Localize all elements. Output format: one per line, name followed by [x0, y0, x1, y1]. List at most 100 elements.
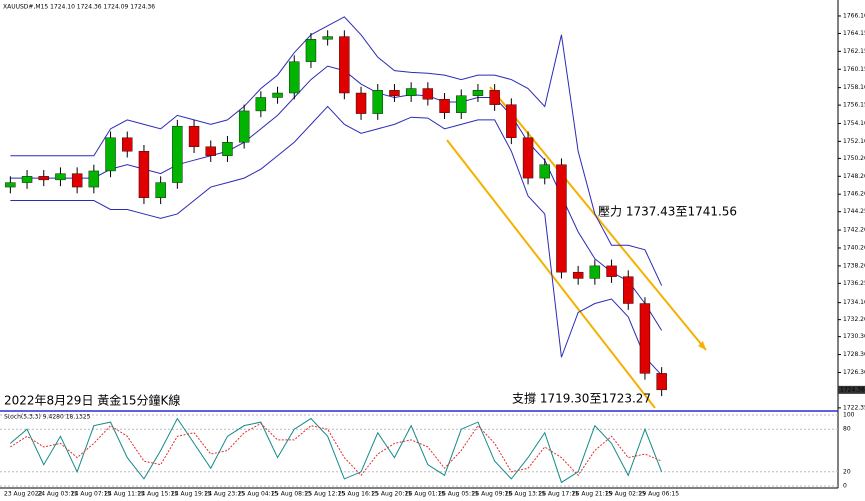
- x-tick-label: 24 Aug 07:15: [71, 491, 112, 498]
- y-tick-label: 1762.15: [843, 48, 865, 55]
- x-tick-label: 24 Aug 23:15: [204, 491, 245, 498]
- stoch-line: [10, 422, 662, 477]
- y-tick-label: 1736.25: [843, 280, 865, 287]
- candle-body: [38, 176, 49, 181]
- candle-body: [372, 90, 383, 114]
- candle-body: [489, 90, 500, 105]
- candle-body: [21, 176, 33, 183]
- x-tick-label: 26 Aug 05:15: [438, 491, 479, 498]
- y-tick-label: 1744.25: [843, 208, 865, 215]
- candle-body: [205, 146, 216, 156]
- y-tick-label: 1726.30: [843, 369, 865, 376]
- candle-body: [138, 151, 150, 199]
- candle-body: [589, 265, 601, 279]
- y-tick-label: 1732.20: [843, 316, 865, 323]
- stoch-line: [10, 417, 663, 484]
- candle-body: [623, 276, 634, 304]
- candle-body: [188, 125, 200, 147]
- candle-body: [305, 39, 317, 62]
- x-tick-label: 25 Aug 08:15: [271, 491, 312, 498]
- candle-body: [656, 373, 667, 391]
- price-box: [838, 385, 865, 394]
- band-line: [10, 16, 663, 286]
- candle-body: [55, 173, 66, 181]
- x-tick-label: 25 Aug 04:15: [238, 491, 279, 498]
- candle-body: [88, 170, 100, 188]
- x-tick-label: 29 Aug 02:15: [605, 491, 646, 498]
- candle-body: [405, 88, 417, 96]
- x-tick-label: 26 Aug 17:15: [538, 491, 579, 498]
- candle-body: [339, 36, 350, 94]
- candle-body: [556, 164, 567, 273]
- channel-arrow: [698, 341, 706, 350]
- candle-body: [322, 36, 333, 40]
- x-tick-label: 26 Aug 21:15: [572, 491, 613, 498]
- y-tick-label: 1738.20: [843, 262, 865, 269]
- x-tick-label: 24 Aug 03:15: [37, 491, 78, 498]
- y-tick-label: 1764.15: [843, 30, 865, 37]
- channel-upper: [489, 86, 707, 351]
- candle-body: [472, 90, 484, 96]
- y-tick-label: 1730.30: [843, 333, 865, 340]
- x-tick-label: 29 Aug 06:15: [639, 491, 680, 498]
- candle-body: [389, 90, 400, 96]
- x-tick-label: 26 Aug 09:15: [472, 491, 513, 498]
- candle-body: [255, 97, 267, 112]
- candle-body: [155, 182, 166, 199]
- indicator-title: Stoch(5,3,3) 9.4280 18.1325: [4, 414, 91, 421]
- candle-body: [122, 137, 133, 152]
- price-box-label: 1724.36: [840, 386, 865, 393]
- y-tick-label: 20: [843, 468, 851, 475]
- candle-body: [572, 271, 584, 279]
- x-tick-label: 24 Aug 11:15: [104, 491, 145, 498]
- y-tick-label: 1722.35: [843, 404, 865, 411]
- candle-body: [456, 95, 467, 113]
- candle-body: [422, 88, 434, 100]
- candle-body: [172, 125, 183, 183]
- y-tick-label: 1756.15: [843, 102, 865, 109]
- candle-body: [105, 137, 116, 172]
- candle-body: [506, 104, 517, 138]
- candle-body: [539, 164, 550, 179]
- candle-body: [222, 142, 233, 156]
- candle-body: [238, 110, 250, 143]
- x-tick-label: 26 Aug 01:15: [405, 491, 446, 498]
- x-tick-label: 25 Aug 12:15: [305, 491, 346, 498]
- candle-body: [439, 99, 450, 113]
- x-tick-label: 23 Aug 2022: [4, 491, 43, 498]
- y-tick-label: 1734.10: [843, 299, 865, 306]
- resistance-note: 壓力 1737.43至1741.56: [598, 205, 737, 219]
- x-tick-label: 24 Aug 19:15: [171, 491, 212, 498]
- y-tick-label: 80: [843, 426, 851, 433]
- y-tick-label: 1760.15: [843, 66, 865, 73]
- y-tick-label: 1750.20: [843, 155, 865, 162]
- chart-caption: 2022年8月29日 黃金15分鐘K線: [4, 393, 180, 408]
- candle-body: [5, 182, 16, 188]
- candle-body: [639, 303, 651, 374]
- x-tick-label: 26 Aug 13:15: [505, 491, 546, 498]
- y-tick-label: 1746.20: [843, 191, 865, 198]
- candle-body: [355, 92, 367, 114]
- y-tick-label: 1742.20: [843, 227, 865, 234]
- y-tick-label: 1728.30: [843, 351, 865, 358]
- y-tick-label: 1758.10: [843, 84, 865, 91]
- y-tick-label: 100: [843, 412, 855, 419]
- x-tick-label: 25 Aug 16:15: [338, 491, 379, 498]
- y-tick-label: 1754.10: [843, 120, 865, 127]
- x-tick-label: 25 Aug 20:15: [371, 491, 412, 498]
- y-tick-label: 1766.10: [843, 12, 865, 19]
- x-tick-label: 24 Aug 15:15: [138, 491, 179, 498]
- y-tick-label: 0: [843, 483, 847, 490]
- band-line: [10, 65, 663, 331]
- candle-body: [289, 61, 300, 94]
- candle-body: [71, 173, 83, 188]
- y-tick-label: 1752.10: [843, 138, 865, 145]
- support-note: 支撐 1719.30至1723.27: [512, 392, 651, 406]
- symbol-header: XAUUSD#,M15 1724.10 1724.36 1724.09 1724…: [3, 4, 155, 11]
- candle-body: [272, 92, 283, 98]
- y-tick-label: 1740.20: [843, 244, 865, 251]
- candle-body: [606, 265, 617, 277]
- band-line: [10, 105, 663, 376]
